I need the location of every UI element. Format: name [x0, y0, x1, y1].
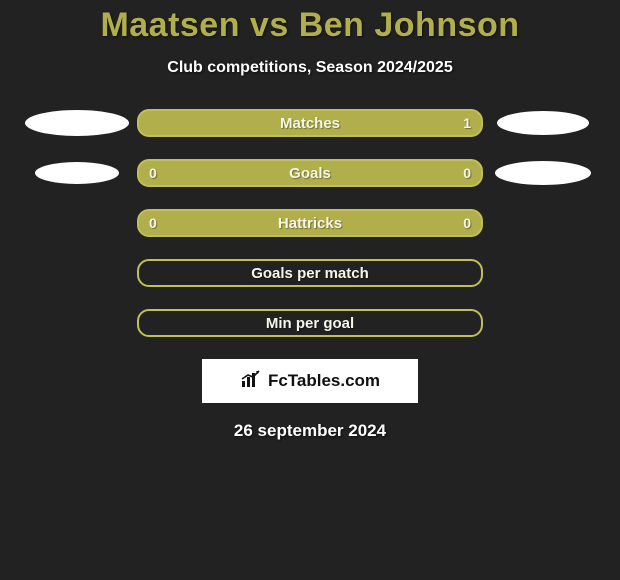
chart-icon: [240, 369, 262, 394]
stat-left-value: 0: [149, 161, 157, 185]
stat-label: Hattricks: [278, 215, 342, 232]
page-root: Maatsen vs Ben Johnson Club competitions…: [0, 0, 620, 580]
stat-label: Matches: [280, 115, 340, 132]
stat-label: Goals per match: [251, 265, 369, 282]
page-subtitle: Club competitions, Season 2024/2025: [0, 59, 620, 77]
logo-text: FcTables.com: [268, 371, 380, 391]
logo-box: FcTables.com: [202, 359, 418, 403]
player-ellipse: [25, 110, 129, 136]
stat-bar: 0 Goals 0: [137, 159, 483, 187]
page-title: Maatsen vs Ben Johnson: [0, 0, 620, 45]
row-right-side: [483, 161, 603, 185]
player-ellipse: [497, 111, 589, 135]
stat-left-value: 0: [149, 211, 157, 235]
stat-label: Min per goal: [266, 315, 354, 332]
stat-bar: Matches 1: [137, 109, 483, 137]
stat-bar: Goals per match: [137, 259, 483, 287]
row-left-side: [17, 162, 137, 184]
stat-bar: Min per goal: [137, 309, 483, 337]
row-left-side: [17, 110, 137, 136]
stat-row: 0 Hattricks 0: [0, 209, 620, 237]
stat-row: 0 Goals 0: [0, 159, 620, 187]
stat-row: Matches 1: [0, 109, 620, 137]
date-text: 26 september 2024: [0, 421, 620, 441]
player-ellipse: [35, 162, 119, 184]
stat-bar: 0 Hattricks 0: [137, 209, 483, 237]
stat-row: Min per goal: [0, 309, 620, 337]
stat-row: Goals per match: [0, 259, 620, 287]
player-ellipse: [495, 161, 591, 185]
stat-label: Goals: [289, 165, 331, 182]
stat-rows: Matches 1 0 Goals 0 0 Hattricks 0 Goals per matc…: [0, 109, 620, 337]
row-right-side: [483, 111, 603, 135]
stat-right-value: 1: [463, 111, 471, 135]
stat-right-value: 0: [463, 161, 471, 185]
stat-right-value: 0: [463, 211, 471, 235]
